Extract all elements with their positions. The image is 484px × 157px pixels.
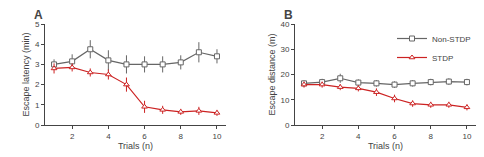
svg-text:6: 6 — [142, 132, 147, 141]
svg-text:3: 3 — [35, 60, 40, 69]
svg-text:4: 4 — [106, 132, 111, 141]
svg-text:40: 40 — [280, 20, 289, 29]
svg-text:1: 1 — [35, 101, 40, 110]
svg-text:2: 2 — [70, 132, 75, 141]
svg-text:Non-STDP: Non-STDP — [432, 35, 471, 44]
svg-text:0: 0 — [35, 121, 40, 130]
svg-text:0: 0 — [285, 121, 290, 130]
svg-text:10: 10 — [462, 132, 471, 141]
svg-text:6: 6 — [392, 132, 397, 141]
svg-text:8: 8 — [179, 132, 184, 141]
svg-text:2: 2 — [320, 132, 325, 141]
svg-text:4: 4 — [35, 40, 40, 49]
svg-text:10: 10 — [213, 132, 222, 141]
svg-text:Trials (n): Trials (n) — [118, 141, 153, 151]
svg-text:STDP: STDP — [432, 54, 453, 63]
svg-text:4: 4 — [356, 132, 361, 141]
svg-text:Trials (n): Trials (n) — [368, 141, 403, 151]
svg-text:5: 5 — [35, 20, 40, 29]
svg-text:Escape latency (min): Escape latency (min) — [21, 32, 31, 116]
svg-text:20: 20 — [280, 70, 289, 79]
svg-text:A: A — [34, 8, 43, 22]
svg-text:2: 2 — [35, 80, 40, 89]
svg-text:30: 30 — [280, 45, 289, 54]
svg-text:8: 8 — [429, 132, 434, 141]
svg-text:B: B — [284, 8, 293, 22]
svg-text:10: 10 — [280, 96, 289, 105]
svg-text:Escape distance (m): Escape distance (m) — [267, 33, 277, 115]
